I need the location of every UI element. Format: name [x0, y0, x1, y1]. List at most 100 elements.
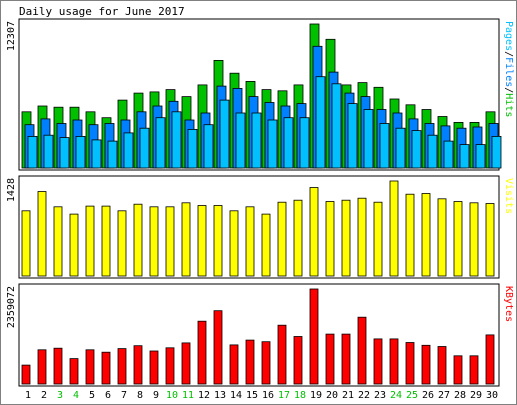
- panel-kbytes-legend: KBytes: [503, 286, 514, 322]
- bar-kbytes-day-19: [309, 288, 319, 385]
- x-tick-label-day-17: 17: [278, 390, 290, 401]
- bar-visits-day-15: [245, 206, 255, 277]
- panel-hits-legend-item-2: Files: [503, 57, 514, 87]
- bar-kbytes-day-22: [357, 316, 367, 385]
- bar-kbytes-day-18: [293, 336, 303, 385]
- x-tick-label-day-20: 20: [326, 390, 338, 401]
- x-tick-label-day-13: 13: [214, 390, 226, 401]
- bar-pages-day-10: [171, 111, 182, 169]
- bar-visits-day-21: [341, 199, 351, 277]
- bar-pages-day-28: [459, 144, 470, 169]
- x-tick-label-day-22: 22: [358, 390, 370, 401]
- bar-visits-day-12: [197, 205, 207, 277]
- bar-kbytes-day-3: [53, 347, 63, 385]
- bar-kbytes-day-7: [117, 348, 127, 385]
- bar-pages-day-20: [331, 83, 342, 169]
- panel-visits-frame: [18, 175, 500, 279]
- bar-visits-day-8: [133, 203, 143, 277]
- bar-kbytes-day-15: [245, 339, 255, 385]
- bar-pages-day-29: [475, 144, 486, 169]
- bar-kbytes-day-1: [21, 364, 31, 385]
- x-tick-label-day-25: 25: [406, 390, 418, 401]
- x-tick-label-day-6: 6: [105, 390, 111, 401]
- bar-pages-day-9: [155, 117, 166, 169]
- bar-kbytes-day-17: [277, 324, 287, 385]
- x-tick-label-day-5: 5: [89, 390, 95, 401]
- bar-pages-day-30: [491, 135, 502, 169]
- bar-pages-day-12: [203, 124, 214, 169]
- panel-hits-legend-item-0: Pages: [503, 21, 514, 51]
- bar-visits-day-2: [37, 191, 47, 277]
- bar-pages-day-8: [139, 127, 150, 169]
- panel-kbytes-legend-item-0: KBytes: [503, 286, 514, 322]
- x-axis-day-labels: 1 2 3 4 5 6 7 8 9 10 11 12 13 14 15 16 17 18 19 20 21 22 23 24 2…: [25, 390, 498, 401]
- panel-visits-legend-item-0: Visits: [503, 178, 514, 214]
- bar-visits-day-19: [309, 187, 319, 277]
- bar-kbytes-day-20: [325, 333, 335, 385]
- x-tick-label-day-10: 10: [166, 390, 178, 401]
- x-tick-label-day-27: 27: [438, 390, 450, 401]
- x-tick-label-day-4: 4: [73, 390, 79, 401]
- bar-pages-day-19: [315, 76, 326, 169]
- bar-visits-day-14: [229, 210, 239, 277]
- panel-kbytes: 2359072 KBytes: [6, 283, 514, 387]
- bar-pages-day-15: [251, 112, 262, 169]
- bar-visits-day-11: [181, 202, 191, 277]
- x-tick-label-day-26: 26: [422, 390, 434, 401]
- x-tick-label-day-1: 1: [25, 390, 31, 401]
- x-tick-label-day-7: 7: [121, 390, 127, 401]
- bar-kbytes-day-11: [181, 342, 191, 385]
- x-tick-label-day-21: 21: [342, 390, 354, 401]
- bar-visits-day-16: [261, 213, 271, 277]
- bar-pages-day-17: [283, 117, 294, 169]
- x-tick-label-day-14: 14: [230, 390, 242, 401]
- bar-kbytes-day-13: [213, 310, 223, 385]
- bar-pages-day-4: [75, 135, 86, 169]
- bar-visits-day-5: [85, 205, 95, 277]
- bar-kbytes-day-10: [165, 347, 175, 385]
- bar-visits-day-17: [277, 201, 287, 277]
- chart-panels: 12307 Pages/Files/Hits 1428 Visits 2359072 KB…: [6, 18, 514, 387]
- panel-hits-legend: Pages/Files/Hits: [503, 21, 514, 117]
- x-tick-label-day-23: 23: [374, 390, 386, 401]
- bar-kbytes-day-4: [69, 358, 79, 385]
- bar-visits-day-10: [165, 206, 175, 277]
- bar-visits-day-1: [21, 210, 31, 277]
- bar-kbytes-day-23: [373, 338, 383, 385]
- x-tick-label-day-8: 8: [137, 390, 143, 401]
- bar-pages-day-22: [363, 109, 374, 169]
- panel-visits-max-label: 1428: [6, 178, 17, 202]
- bar-kbytes-day-28: [453, 355, 463, 385]
- bar-visits-day-6: [101, 205, 111, 277]
- panel-kbytes-frame: [18, 283, 500, 387]
- bar-pages-day-6: [107, 140, 118, 169]
- panel-hits-legend-item-3: /: [503, 87, 514, 93]
- bar-pages-day-24: [395, 127, 406, 169]
- panel-hits-legend-item-1: /: [503, 51, 514, 57]
- bar-kbytes-day-24: [389, 338, 399, 385]
- panel-hits: 12307 Pages/Files/Hits: [6, 18, 514, 171]
- bar-pages-day-7: [123, 132, 134, 169]
- panel-visits-legend: Visits: [503, 178, 514, 214]
- chart-title: Daily usage for June 2017: [19, 5, 185, 18]
- bar-visits-day-13: [213, 205, 223, 277]
- bar-visits-day-27: [437, 198, 447, 277]
- bar-visits-day-4: [69, 213, 79, 277]
- bar-kbytes-day-9: [149, 350, 159, 385]
- x-tick-label-day-2: 2: [41, 390, 47, 401]
- bar-pages-day-14: [235, 112, 246, 169]
- x-tick-label-day-15: 15: [246, 390, 258, 401]
- x-tick-label-day-11: 11: [182, 390, 194, 401]
- bar-pages-day-1: [27, 135, 38, 169]
- panel-kbytes-max-label: 2359072: [6, 286, 17, 328]
- bar-kbytes-day-27: [437, 346, 447, 385]
- bar-kbytes-day-30: [485, 334, 495, 385]
- bar-visits-day-24: [389, 180, 399, 277]
- bar-visits-day-29: [469, 202, 479, 277]
- bar-pages-day-25: [411, 130, 422, 169]
- bar-pages-day-18: [299, 117, 310, 169]
- bar-pages-day-27: [443, 140, 454, 169]
- bar-visits-day-30: [485, 203, 495, 277]
- bar-pages-day-5: [91, 139, 102, 169]
- x-tick-label-day-3: 3: [57, 390, 63, 401]
